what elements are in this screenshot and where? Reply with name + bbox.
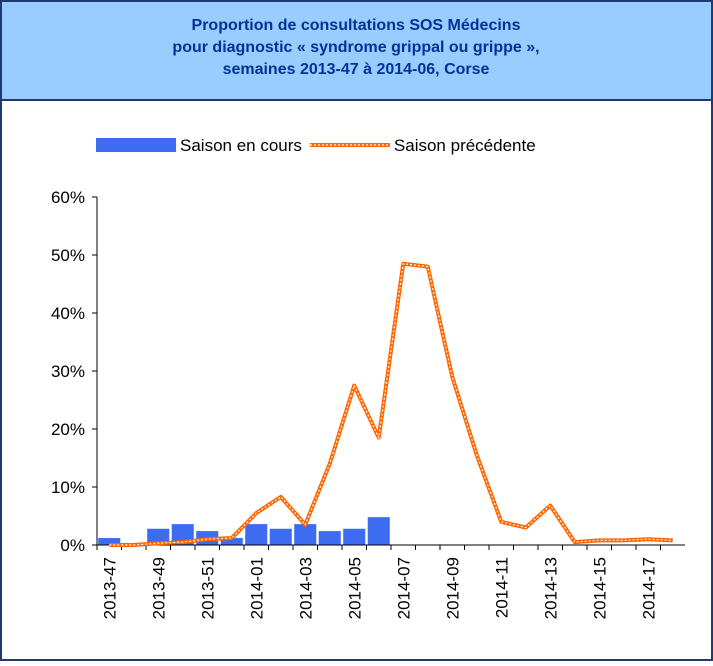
x-tick-label: 2014-03 <box>296 557 315 619</box>
chart-title: pour diagnostic « syndrome grippal ou gr… <box>172 39 539 56</box>
bar <box>245 524 268 545</box>
legend-swatch <box>96 138 176 152</box>
x-tick-label: 2013-49 <box>149 557 168 619</box>
title-box <box>2 2 711 100</box>
bar <box>220 538 243 545</box>
x-tick-label: 2014-07 <box>394 557 413 619</box>
x-tick-label: 2014-17 <box>639 557 658 619</box>
x-tick-label: 2014-01 <box>247 557 266 619</box>
bar <box>147 528 170 545</box>
y-tick-label: 50% <box>51 246 85 265</box>
bar <box>367 517 390 545</box>
y-tick-label: 40% <box>51 304 85 323</box>
bar <box>343 528 366 545</box>
chart-title: Proportion de consultations SOS Médecins <box>192 17 521 34</box>
x-tick-label: 2014-09 <box>443 557 462 619</box>
chart-title: semaines 2013-47 à 2014-06, Corse <box>223 61 490 78</box>
x-tick-label: 2013-47 <box>100 557 119 619</box>
x-tick-label: 2014-11 <box>492 557 511 618</box>
y-tick-label: 30% <box>51 362 85 381</box>
bar <box>269 528 292 545</box>
y-tick-label: 20% <box>51 420 85 439</box>
bar <box>98 538 121 545</box>
y-tick-label: 10% <box>51 478 85 497</box>
x-tick-label: 2013-51 <box>198 557 217 619</box>
y-tick-label: 60% <box>51 188 85 207</box>
x-tick-label: 2014-13 <box>541 557 560 619</box>
bar <box>294 524 317 545</box>
line-texture <box>109 263 673 546</box>
legend-label: Saison en cours <box>180 136 302 155</box>
y-tick-label: 0% <box>60 536 85 555</box>
x-tick-label: 2014-15 <box>590 557 609 619</box>
bar <box>318 531 341 545</box>
legend-label: Saison précédente <box>394 136 536 155</box>
x-tick-label: 2014-05 <box>345 557 364 619</box>
